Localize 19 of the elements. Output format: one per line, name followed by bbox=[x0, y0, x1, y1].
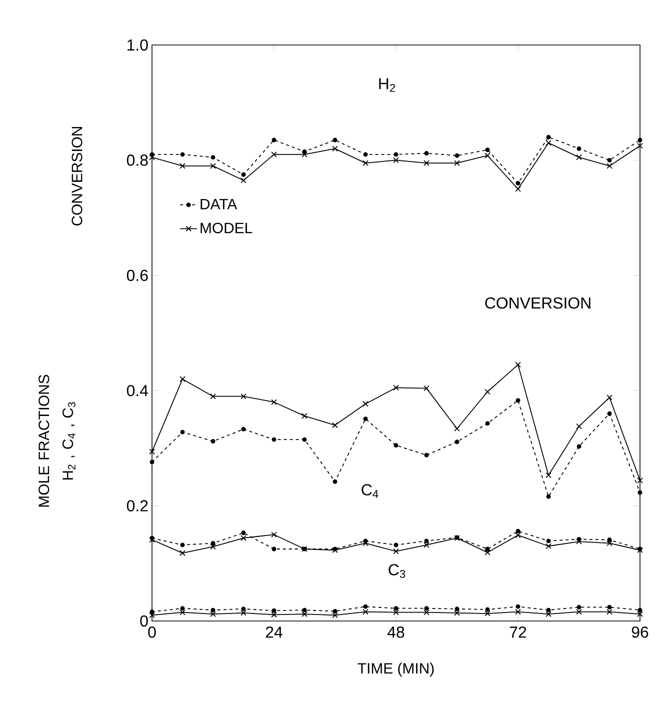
x-axis-title: TIME (MIN) bbox=[358, 662, 434, 677]
x-tick-label: 48 bbox=[387, 626, 404, 638]
annotation: C$_{3}$ bbox=[388, 564, 406, 578]
y-tick-label: 1.0 bbox=[128, 39, 148, 51]
y-tick-label: 0.4 bbox=[126, 384, 148, 396]
y-tick-label: 0 bbox=[140, 615, 148, 627]
annotation: CONVERSION bbox=[485, 297, 590, 309]
text: CONVERSION bbox=[72, 126, 82, 226]
x-tick-label: 24 bbox=[266, 626, 282, 638]
x-tick-label: 0 bbox=[148, 626, 156, 638]
annotation: H$_{2}$ bbox=[379, 78, 396, 92]
annotation: C$_{4}$ bbox=[362, 484, 378, 498]
legend-label: MODEL bbox=[200, 222, 252, 234]
x-tick-label: 72 bbox=[510, 626, 526, 638]
x-tick-label: 96 bbox=[632, 626, 648, 638]
y-tick-label: 0.6 bbox=[126, 270, 148, 282]
y-tick-label: 0.2 bbox=[126, 500, 148, 512]
legend-label: DATA bbox=[200, 198, 238, 210]
y-tick-label: 0.8 bbox=[126, 154, 148, 166]
